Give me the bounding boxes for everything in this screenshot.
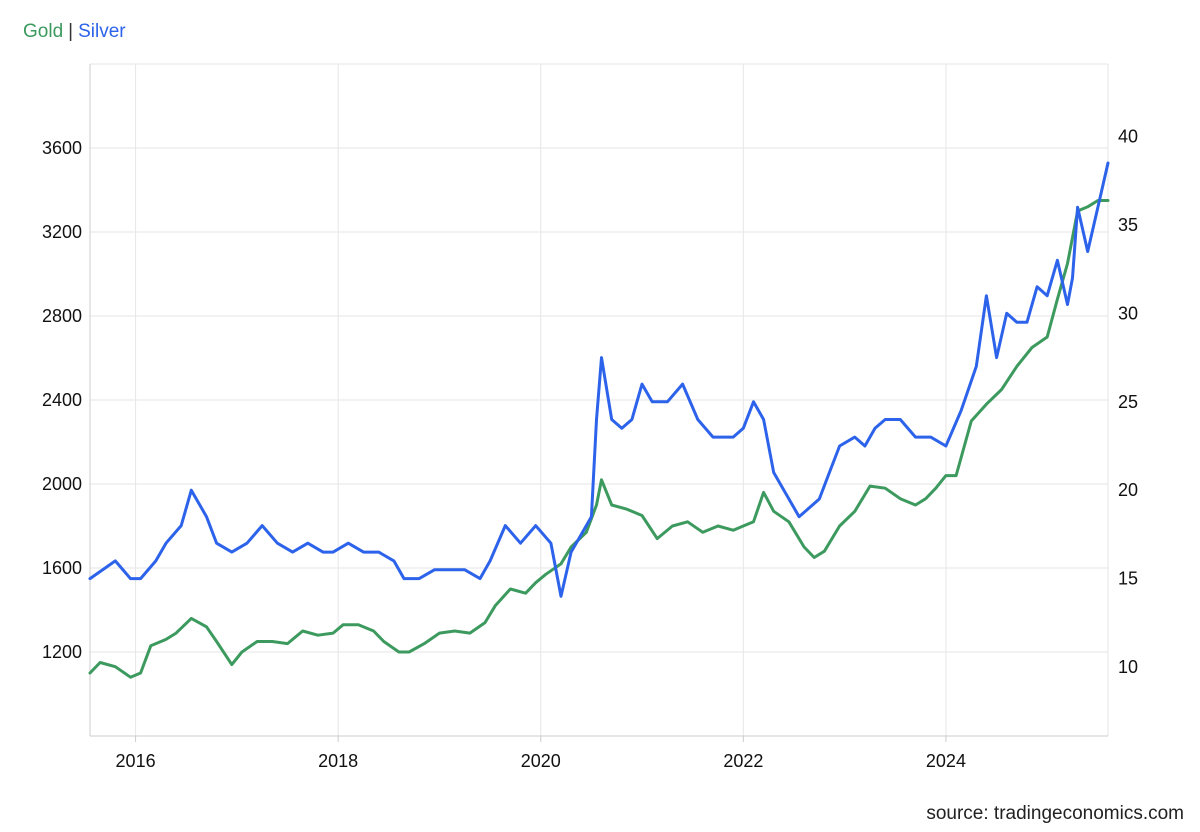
x-tick-label: 2018 (318, 751, 358, 771)
series-line-silver (88, 161, 1110, 598)
legend-separator: | (68, 21, 74, 42)
x-tick-label: 2024 (926, 751, 966, 771)
x-tick-label: 2016 (116, 751, 156, 771)
series-lines (88, 161, 1110, 679)
right-tick-label: 40 (1118, 127, 1138, 147)
legend-gold[interactable]: Gold (23, 21, 64, 42)
series-line-gold (88, 199, 1110, 679)
right-tick-label: 30 (1118, 303, 1138, 323)
legend-silver[interactable]: Silver (78, 21, 126, 42)
grid-lines (90, 63, 1108, 736)
left-axis-ticks: 1200 1600 2000 2400 2800 3200 3600 (42, 138, 82, 662)
left-tick-label: 2400 (42, 390, 82, 410)
right-tick-label: 35 (1118, 215, 1138, 235)
left-tick-label: 3200 (42, 222, 82, 242)
left-tick-label: 3600 (42, 138, 82, 158)
right-tick-label: 10 (1118, 657, 1138, 677)
source-note: source: tradingeconomics.com (926, 803, 1184, 824)
left-tick-label: 1200 (42, 642, 82, 662)
x-tick-label: 2020 (521, 751, 561, 771)
left-tick-label: 2800 (42, 306, 82, 326)
right-axis-ticks: 10 15 20 25 30 35 40 (1118, 127, 1138, 678)
left-tick-label: 1600 (42, 558, 82, 578)
axes (89, 64, 1109, 742)
x-axis-ticks: 2016 2018 2020 2022 2024 (116, 751, 966, 771)
left-tick-label: 2000 (42, 474, 82, 494)
chart-legend: Gold | Silver (23, 21, 126, 43)
right-tick-label: 15 (1118, 569, 1138, 589)
right-tick-label: 20 (1118, 480, 1138, 500)
right-tick-label: 25 (1118, 392, 1138, 412)
x-tick-label: 2022 (723, 751, 763, 771)
